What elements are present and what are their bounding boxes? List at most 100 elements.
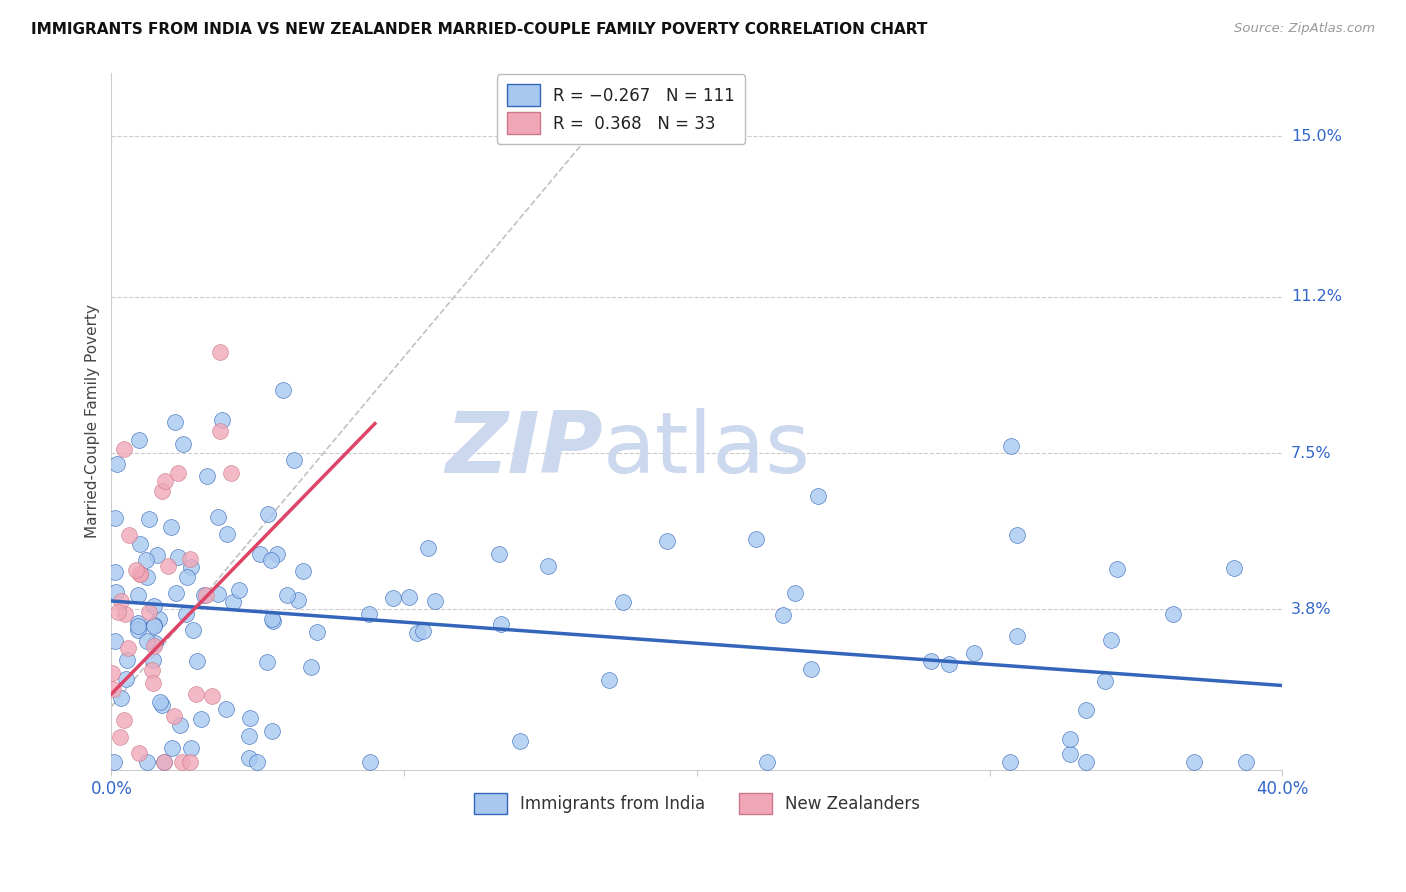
Point (1059, 732, 1081, 747)
Point (806, 489, 828, 503)
Point (195, 469, 218, 483)
Point (104, 511, 127, 525)
Point (193, 588, 215, 602)
Point (101, 681, 124, 696)
Text: ZIP: ZIP (446, 408, 603, 491)
Point (152, 755, 174, 769)
Point (209, 344, 232, 359)
Point (145, 549, 167, 563)
Point (127, 616, 149, 631)
Text: 7.5%: 7.5% (1291, 446, 1331, 460)
Point (169, 718, 191, 732)
Point (655, 534, 678, 549)
Point (127, 623, 149, 637)
Point (412, 624, 434, 638)
Point (219, 466, 242, 480)
Point (114, 607, 136, 621)
Point (176, 569, 198, 583)
Point (105, 457, 128, 471)
Point (163, 416, 186, 430)
Point (509, 734, 531, 748)
Text: 15.0%: 15.0% (1291, 128, 1341, 144)
Point (108, 730, 131, 744)
Point (153, 755, 176, 769)
Point (128, 747, 150, 761)
Point (1074, 703, 1097, 717)
Point (195, 588, 218, 602)
Point (167, 549, 190, 564)
Text: 11.2%: 11.2% (1291, 289, 1341, 304)
Point (138, 512, 160, 526)
Point (150, 484, 173, 499)
Text: 3.8%: 3.8% (1291, 602, 1331, 617)
Point (180, 560, 202, 574)
Point (745, 533, 768, 547)
Point (1059, 747, 1081, 761)
Point (136, 634, 159, 648)
Point (149, 695, 172, 709)
Point (246, 755, 269, 769)
Point (1182, 755, 1205, 769)
Point (262, 723, 284, 738)
Point (491, 616, 513, 631)
Point (249, 547, 271, 561)
Point (262, 614, 284, 628)
Point (291, 564, 314, 578)
Point (115, 672, 138, 686)
Text: IMMIGRANTS FROM INDIA VS NEW ZEALANDER MARRIED-COUPLE FAMILY POVERTY CORRELATION: IMMIGRANTS FROM INDIA VS NEW ZEALANDER M… (31, 22, 928, 37)
Point (110, 594, 132, 608)
Point (128, 537, 150, 551)
Point (359, 755, 381, 769)
Point (239, 711, 262, 725)
Point (135, 755, 157, 769)
Point (612, 595, 634, 609)
Point (256, 655, 278, 669)
Point (207, 587, 229, 601)
Point (105, 584, 128, 599)
Point (398, 591, 420, 605)
Point (1099, 632, 1122, 647)
Point (283, 453, 305, 467)
Point (129, 567, 152, 582)
Point (215, 527, 238, 541)
Point (190, 712, 212, 726)
Point (117, 641, 139, 656)
Point (179, 755, 201, 769)
Point (112, 713, 135, 727)
Point (148, 612, 170, 626)
Point (172, 436, 194, 450)
Point (143, 619, 166, 633)
Point (163, 709, 186, 723)
Point (357, 607, 380, 622)
Point (165, 586, 187, 600)
Point (107, 605, 129, 619)
Point (160, 520, 183, 534)
Point (260, 612, 283, 626)
Point (1005, 629, 1028, 643)
Point (170, 755, 193, 769)
Point (305, 625, 328, 640)
Point (266, 548, 288, 562)
Point (537, 559, 560, 574)
Point (207, 509, 229, 524)
Point (783, 586, 806, 600)
Point (598, 673, 620, 688)
Point (156, 559, 179, 574)
Point (101, 666, 124, 681)
Point (143, 599, 166, 613)
Point (138, 606, 160, 620)
Text: Source: ZipAtlas.com: Source: ZipAtlas.com (1234, 22, 1375, 36)
Point (104, 565, 127, 579)
Point (920, 654, 942, 668)
Point (1000, 439, 1022, 453)
Point (112, 442, 135, 456)
Point (799, 661, 821, 675)
Point (118, 528, 141, 542)
Point (135, 553, 157, 567)
Point (238, 751, 260, 765)
Point (160, 741, 183, 756)
Point (1236, 755, 1258, 769)
Point (180, 740, 202, 755)
Point (938, 657, 960, 672)
Point (141, 664, 163, 678)
